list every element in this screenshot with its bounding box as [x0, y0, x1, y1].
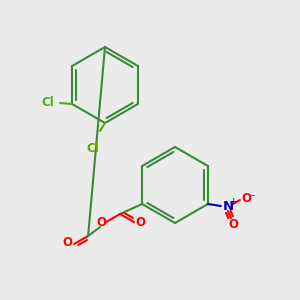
Text: Cl: Cl [87, 142, 99, 154]
Text: Cl: Cl [42, 95, 55, 109]
Text: O: O [62, 236, 72, 248]
Text: -: - [251, 190, 255, 202]
Text: +: + [229, 196, 237, 206]
Text: O: O [228, 218, 238, 232]
Text: O: O [135, 217, 145, 230]
Text: N: N [222, 200, 233, 212]
Text: O: O [241, 191, 251, 205]
Text: O: O [96, 217, 106, 230]
